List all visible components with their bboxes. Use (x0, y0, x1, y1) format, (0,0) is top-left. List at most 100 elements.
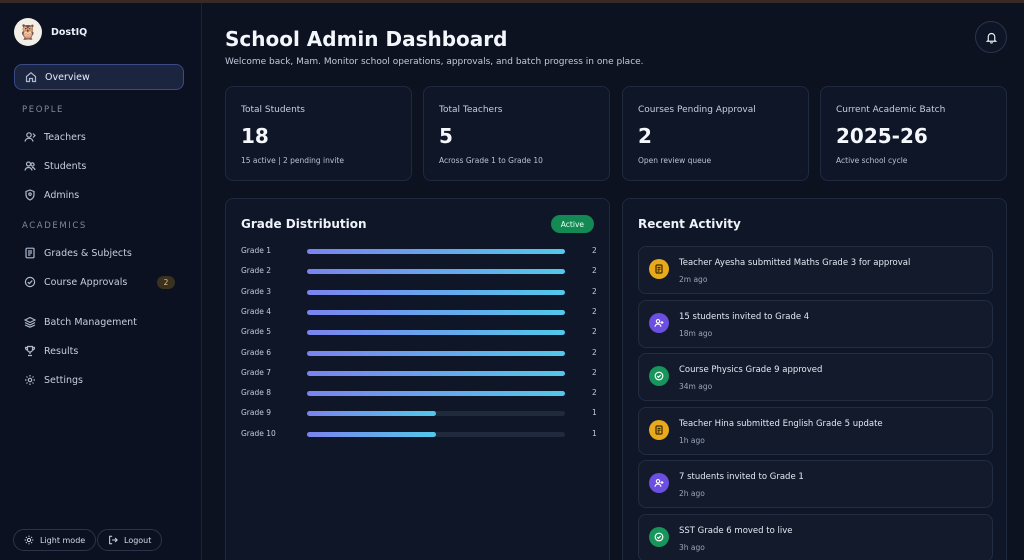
sidebar-item-label: Overview (45, 71, 90, 83)
sidebar-item-settings[interactable]: Settings (14, 367, 184, 393)
grade-bar-track (307, 350, 565, 356)
book-icon (24, 247, 36, 259)
user-plus-icon (649, 312, 669, 333)
status-badge: Active (550, 215, 594, 233)
stat-value: 18 (241, 124, 269, 148)
grade-label: Grade 10 (241, 428, 276, 438)
activity-text: SST Grade 6 moved to live (679, 525, 793, 536)
trophy-icon (24, 345, 36, 357)
stat-label: Courses Pending Approval (638, 105, 756, 115)
page-subtitle: Welcome back, Mam. Monitor school operat… (225, 57, 644, 67)
stat-label: Current Academic Batch (836, 105, 946, 115)
grade-bar-fill (307, 330, 565, 336)
logout-icon (109, 535, 118, 545)
grade-count: 1 (592, 428, 597, 438)
stat-value: 2 (638, 124, 652, 148)
activity-time: 1h ago (679, 435, 705, 445)
grade-bar-track (307, 309, 565, 315)
check-circle-icon (649, 366, 669, 386)
document-icon (649, 259, 669, 279)
check-circle-icon (24, 276, 36, 288)
grade-bar-fill (307, 309, 565, 315)
stat-card-courses-pending: Courses Pending Approval 2 Open review q… (622, 86, 809, 181)
sun-icon (24, 535, 34, 545)
grade-distribution-panel: Grade Distribution Active Grade 1 2 Grade … (225, 198, 610, 560)
grade-bar-track (307, 330, 565, 336)
grade-row: Grade 10 1 (241, 428, 597, 441)
grade-bar-track (307, 431, 565, 437)
panel-title: Recent Activity (638, 217, 741, 231)
grade-row: Grade 8 2 (241, 388, 597, 400)
stat-card-academic-batch: Current Academic Batch 2025-26 Active sc… (820, 86, 1007, 181)
stat-card-total-students: Total Students 18 15 active | 2 pending … (225, 86, 412, 181)
activity-time: 3h ago (679, 542, 705, 552)
grade-label: Grade 2 (241, 266, 272, 276)
sidebar-item-teachers[interactable]: Teachers (14, 124, 184, 150)
activity-item[interactable]: SST Grade 6 moved to live 3h ago (638, 513, 993, 560)
stat-note: Across Grade 1 to Grade 10 (439, 156, 543, 165)
check-circle-icon (649, 526, 669, 547)
sidebar-item-batch-management[interactable]: Batch Management (14, 309, 184, 335)
activity-time: 2h ago (679, 489, 705, 498)
brand[interactable]: 🦉 DostIQ (14, 18, 87, 46)
gear-icon (24, 374, 36, 386)
owl-logo-icon: 🦉 (14, 18, 42, 46)
sidebar-item-grades-subjects[interactable]: Grades & Subjects (14, 240, 184, 266)
activity-item[interactable]: Teacher Hina submitted English Grade 5 u… (638, 406, 993, 455)
sidebar-item-admins[interactable]: Admins (14, 182, 184, 208)
grade-count: 2 (592, 266, 597, 276)
grade-label: Grade 6 (241, 347, 272, 357)
sidebar-item-course-approvals[interactable]: Course Approvals 2 (14, 269, 184, 295)
light-mode-button[interactable]: Light mode (13, 529, 97, 551)
activity-text: Course Physics Grade 9 approved (679, 365, 823, 375)
users-icon (24, 160, 36, 172)
grade-bar-fill (307, 249, 565, 254)
activity-item[interactable]: 15 students invited to Grade 4 18m ago (638, 299, 993, 348)
grade-bar-fill (307, 289, 565, 295)
grade-count: 2 (592, 367, 597, 377)
sidebar-item-students[interactable]: Students (14, 153, 184, 179)
stat-card-total-teachers: Total Teachers 5 Across Grade 1 to Grade… (423, 86, 610, 181)
panel-title: Grade Distribution (241, 217, 367, 231)
stat-label: Total Students (241, 105, 305, 115)
section-label-people: PEOPLE (22, 105, 65, 115)
sidebar-item-overview[interactable]: Overview (14, 64, 184, 90)
grade-count: 2 (592, 327, 597, 337)
notifications-button[interactable] (975, 21, 1007, 53)
page-title: School Admin Dashboard (225, 27, 508, 51)
grade-bar-fill (307, 269, 565, 275)
sidebar-item-results[interactable]: Results (14, 338, 184, 364)
sidebar-item-label: Course Approvals (44, 276, 128, 288)
grade-bar-track (307, 370, 565, 376)
stat-note: Active school cycle (836, 156, 908, 165)
user-plus-icon (649, 473, 669, 493)
grade-label: Grade 9 (241, 408, 272, 418)
grade-count: 2 (592, 347, 597, 357)
sidebar-item-label: Batch Management (44, 316, 137, 328)
sidebar-item-label: Settings (44, 374, 83, 386)
activity-time: 34m ago (679, 382, 713, 391)
logout-button[interactable]: Logout (97, 529, 163, 551)
grade-bar-fill (307, 350, 565, 356)
window-top-border (0, 0, 1024, 3)
grade-row: Grade 2 2 (241, 266, 597, 278)
sidebar-item-label: Teachers (44, 131, 86, 143)
grade-label: Grade 8 (241, 388, 272, 398)
section-label-academics: ACADEMICS (22, 221, 87, 231)
grade-bar-track (307, 269, 565, 275)
bell-icon (985, 32, 997, 44)
grade-row: Grade 3 2 (241, 287, 597, 299)
grade-label: Grade 5 (241, 327, 272, 337)
activity-item[interactable]: Teacher Ayesha submitted Maths Grade 3 f… (638, 246, 993, 294)
stat-note: 15 active | 2 pending invite (241, 156, 344, 165)
activity-item[interactable]: 7 students invited to Grade 1 2h ago (638, 460, 993, 508)
grade-bar-track (307, 411, 565, 417)
stat-value: 5 (439, 124, 453, 148)
layers-icon (24, 316, 36, 328)
grade-bar-fill (307, 431, 436, 437)
activity-item[interactable]: Course Physics Grade 9 approved 34m ago (638, 353, 993, 401)
sidebar-item-label: Students (44, 160, 87, 172)
grade-row: Grade 7 2 (241, 367, 597, 380)
grade-row: Grade 6 2 (241, 347, 597, 360)
stat-value: 2025-26 (836, 124, 928, 148)
